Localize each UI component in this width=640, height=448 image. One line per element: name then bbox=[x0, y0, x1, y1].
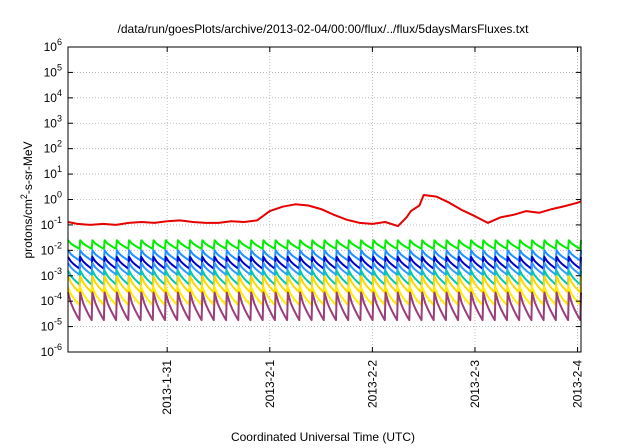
y-tick-label: 103 bbox=[44, 113, 62, 130]
series-line-4 bbox=[67, 255, 582, 270]
series-line-3 bbox=[67, 249, 582, 262]
y-tick-label: 104 bbox=[44, 88, 62, 105]
y-tick-label: 10-5 bbox=[41, 317, 62, 334]
y-tick-label: 10-2 bbox=[41, 240, 62, 257]
series-layer bbox=[67, 194, 582, 322]
series-line-9 bbox=[67, 291, 582, 322]
series-line-6 bbox=[67, 269, 582, 286]
y-axis-label: protons/cm2-s-sr-MeV bbox=[19, 141, 35, 258]
y-tick-label: 10-3 bbox=[41, 266, 62, 283]
series-line-8 bbox=[67, 286, 582, 307]
y-tick-label: 100 bbox=[44, 190, 62, 207]
x-tick-label: 2013-2-2 bbox=[365, 360, 379, 408]
y-tick-label: 10-1 bbox=[41, 215, 62, 232]
chart-title: /data/run/goesPlots/archive/2013-02-04/0… bbox=[118, 22, 530, 36]
axis-ticks bbox=[68, 46, 581, 353]
x-axis-label: Coordinated Universal Time (UTC) bbox=[231, 430, 415, 444]
y-tick-label: 101 bbox=[44, 164, 62, 181]
series-line-2 bbox=[67, 239, 582, 250]
y-tick-label: 106 bbox=[44, 37, 62, 54]
y-tick-label: 10-6 bbox=[41, 342, 62, 359]
series-line-7 bbox=[67, 275, 582, 294]
x-tick-label: 2013-1-31 bbox=[160, 360, 174, 415]
y-tick-label: 102 bbox=[44, 139, 62, 156]
series-line-1 bbox=[67, 194, 582, 228]
y-tick-label: 10-4 bbox=[41, 291, 62, 308]
x-tick-label: 2013-2-4 bbox=[571, 360, 585, 408]
y-tick-labels: 10-6 10-5 10-4 10-3 10-2 10-1 100 101 102 103 104 1… bbox=[41, 37, 62, 359]
y-tick-label: 105 bbox=[44, 62, 62, 79]
series-line-5 bbox=[67, 261, 582, 276]
x-tick-label: 2013-2-3 bbox=[468, 360, 482, 408]
x-tick-labels: 2013-1-31 2013-2-1 2013-2-2 2013-2-3 2013-2-… bbox=[160, 360, 584, 415]
x-tick-label: 2013-2-1 bbox=[263, 360, 277, 408]
